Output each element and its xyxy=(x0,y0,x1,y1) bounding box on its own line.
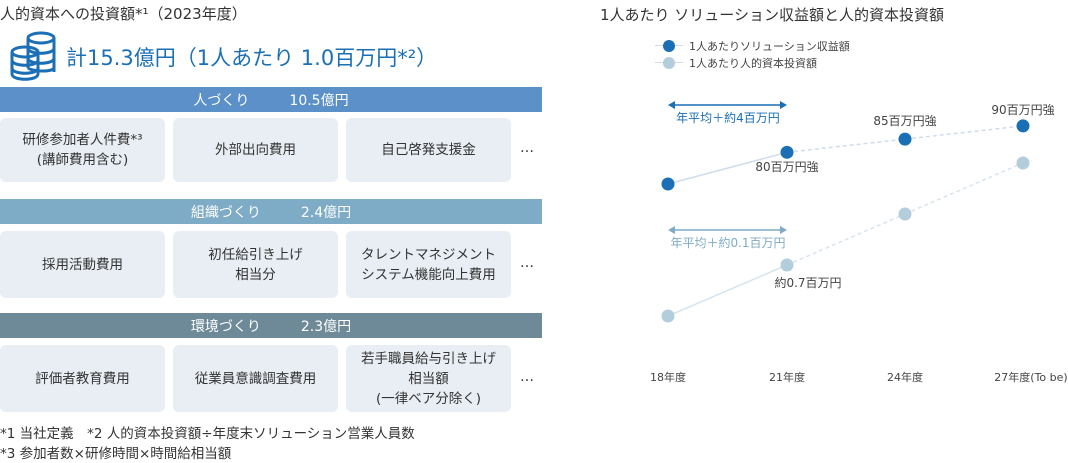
cost-item-card: 外部出向費用 xyxy=(173,118,338,182)
data-point xyxy=(780,145,794,159)
cost-item-card: 評価者教育費用 xyxy=(0,345,165,412)
data-point xyxy=(661,309,675,323)
chart-title: 1人あたり ソリューション収益額と人的資本投資額 xyxy=(600,6,945,24)
series-line-segment xyxy=(786,138,906,154)
section-header: 人づくり 10.5億円 xyxy=(0,87,542,112)
more-items-ellipsis: … xyxy=(520,254,535,271)
legend-label: 1人あたり人的資本投資額 xyxy=(689,57,817,70)
series-line-segment xyxy=(667,151,788,185)
legend-investment: 1人あたり人的資本投資額 xyxy=(655,55,817,71)
legend-label: 1人あたりソリューション収益額 xyxy=(689,40,850,53)
x-tick-label: 24年度 xyxy=(887,370,923,384)
cost-item-card: 研修参加者人件費*³ (講師費用含む) xyxy=(0,118,165,182)
section-name: 環境づくり xyxy=(190,318,261,335)
series-line-segment xyxy=(667,264,788,317)
coin-stack-icon xyxy=(10,31,56,81)
section-amount: 2.3億円 xyxy=(300,318,352,335)
cost-item-card: タレントマネジメント システム機能向上費用 xyxy=(346,231,511,298)
legend-revenue: 1人あたりソリューション収益額 xyxy=(655,38,850,54)
section-name: 組織づくり xyxy=(190,204,261,221)
x-tick-label: 27年度(To be) xyxy=(994,370,1067,384)
section-amount: 10.5億円 xyxy=(289,92,349,109)
cost-item-card: 採用活動費用 xyxy=(0,231,165,298)
section-amount: 2.4億円 xyxy=(300,204,352,221)
data-label: 90百万円強 xyxy=(991,103,1054,117)
data-label: 約0.7百万円 xyxy=(774,275,841,290)
data-point xyxy=(661,177,675,191)
cost-item-card: 従業員意識調査費用 xyxy=(173,345,338,412)
data-label: 85百万円強 xyxy=(873,114,936,128)
total-investment: 計15.3億円（1人あたり 1.0百万円*²） xyxy=(66,46,438,70)
series-line-segment xyxy=(904,125,1024,140)
cost-item-card: 初任給引き上げ 相当分 xyxy=(173,231,338,298)
data-point xyxy=(1016,119,1030,133)
x-tick-label: 21年度 xyxy=(769,370,805,384)
section-header: 環境づくり 2.3億円 xyxy=(0,313,542,338)
section-name: 人づくり xyxy=(193,92,250,109)
footnote-2: *3 参加者数×研修時間×時間給相当額 xyxy=(0,446,232,462)
series-line-segment xyxy=(904,162,1024,215)
annotation-label: 年平均＋約0.1百万円 xyxy=(670,235,785,250)
section-header: 組織づくり 2.4億円 xyxy=(0,199,542,224)
more-items-ellipsis: … xyxy=(520,368,535,385)
data-label: 80百万円強 xyxy=(755,160,818,174)
footnote-1: *1 当社定義 *2 人的資本投資額÷年度末ソリューション営業人員数 xyxy=(0,426,415,442)
x-tick-label: 18年度 xyxy=(650,370,686,384)
legend-marker-icon xyxy=(655,40,683,52)
legend-marker-icon xyxy=(655,57,683,69)
cost-item-card: 自己啓発支援金 xyxy=(346,118,511,182)
data-point xyxy=(898,132,912,146)
investment-title: 人的資本への投資額*¹（2023年度） xyxy=(0,5,247,23)
cost-item-card: 若手職員給与引き上げ 相当額 (一律ベア分除く) xyxy=(346,345,511,412)
data-point xyxy=(898,207,912,221)
data-point xyxy=(780,258,794,272)
data-point xyxy=(1016,156,1030,170)
more-items-ellipsis: … xyxy=(520,140,535,156)
annotation-label: 年平均＋約4百万円 xyxy=(676,110,780,125)
series-line-segment xyxy=(786,213,906,266)
